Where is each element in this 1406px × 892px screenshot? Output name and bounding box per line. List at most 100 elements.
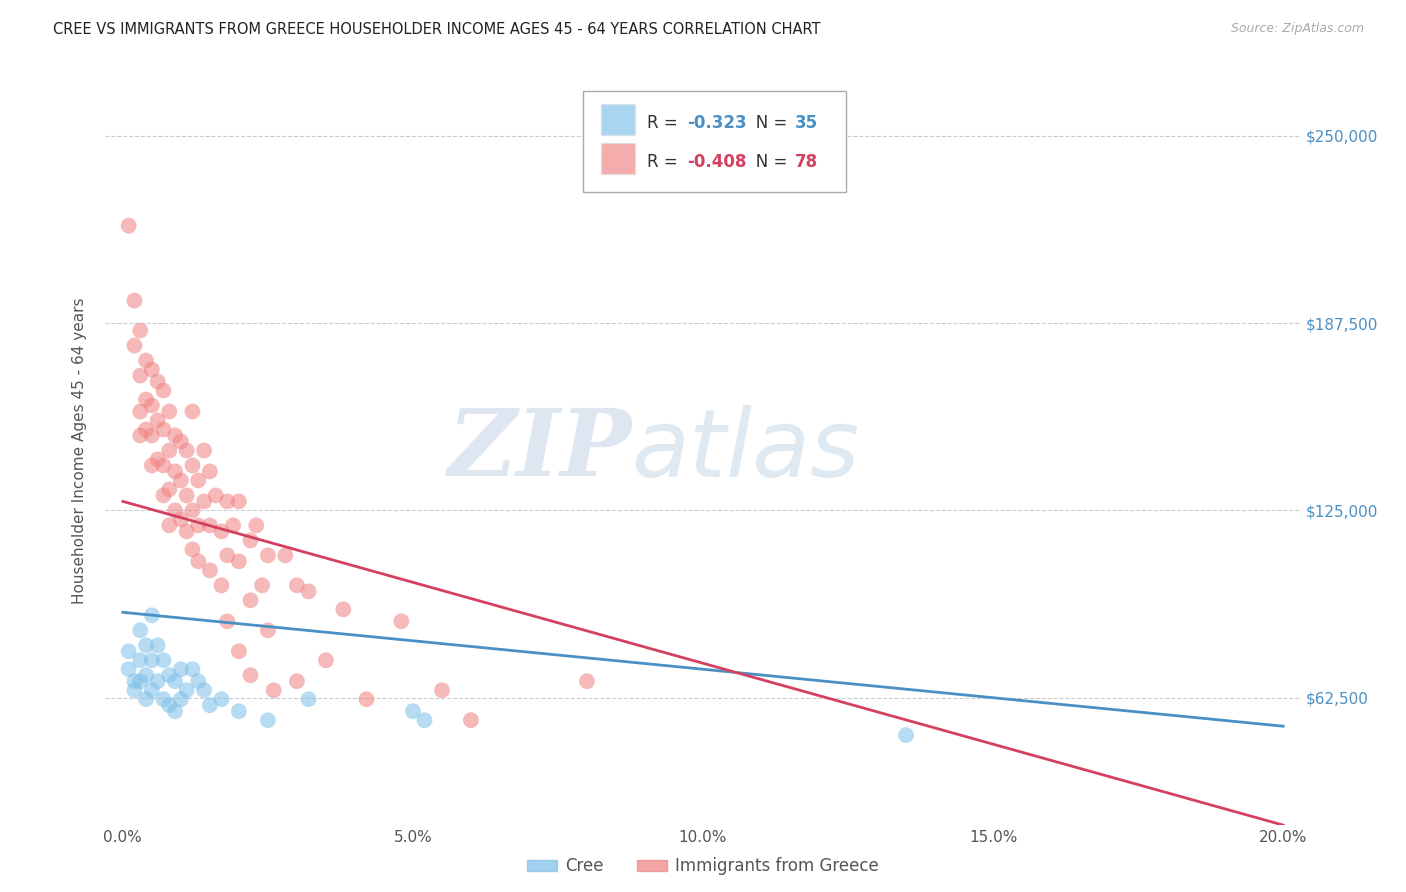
Point (118, 662, 141, 676)
Point (135, 638, 157, 652)
Point (157, 483, 180, 497)
Text: CREE VS IMMIGRANTS FROM GREECE HOUSEHOLDER INCOME AGES 45 - 64 YEARS CORRELATION: CREE VS IMMIGRANTS FROM GREECE HOUSEHOLD… (53, 22, 821, 37)
Point (297, 584, 319, 599)
Text: -0.323: -0.323 (688, 114, 747, 132)
Text: 78: 78 (794, 153, 818, 171)
Point (228, 704, 250, 718)
Point (257, 713, 280, 727)
Point (124, 683, 146, 698)
Point (135, 668, 157, 682)
Point (332, 602, 354, 616)
Point (170, 692, 193, 706)
Point (141, 653, 163, 667)
Point (198, 563, 221, 577)
Point (170, 474, 193, 488)
Point (285, 674, 308, 689)
Point (146, 375, 169, 389)
Point (257, 549, 280, 563)
Point (181, 662, 204, 676)
Point (141, 399, 163, 413)
Point (141, 458, 163, 473)
Bar (602, 103, 636, 135)
Y-axis label: Householder Income Ages 45 - 64 years: Householder Income Ages 45 - 64 years (72, 297, 87, 604)
Point (124, 674, 146, 689)
Point (129, 428, 152, 442)
Point (239, 533, 262, 548)
Point (222, 518, 245, 533)
Point (389, 615, 412, 629)
Point (176, 524, 198, 539)
Point (152, 488, 174, 502)
Point (187, 474, 209, 488)
Point (129, 368, 152, 383)
Point (356, 692, 378, 706)
Point (152, 384, 174, 398)
Point (1185, 854, 1208, 868)
Point (141, 362, 163, 376)
Point (165, 465, 187, 479)
Point (187, 554, 209, 568)
Point (157, 443, 180, 458)
Point (193, 443, 215, 458)
Point (118, 644, 141, 658)
Point (157, 404, 180, 418)
Point (152, 653, 174, 667)
Point (170, 434, 193, 449)
Point (430, 683, 453, 698)
Point (157, 518, 180, 533)
Point (315, 653, 337, 667)
Point (146, 413, 169, 427)
Point (187, 674, 209, 689)
Point (146, 638, 169, 652)
Point (176, 683, 198, 698)
Text: N =: N = (740, 153, 793, 171)
Text: R =: R = (647, 153, 683, 171)
Point (124, 293, 146, 308)
Point (211, 578, 233, 592)
Text: 35: 35 (794, 114, 818, 132)
Point (894, 728, 917, 742)
Point (245, 518, 267, 533)
Point (402, 704, 425, 718)
Point (211, 692, 233, 706)
Point (152, 692, 174, 706)
Point (135, 422, 157, 436)
Point (1040, 842, 1063, 856)
Point (170, 662, 193, 676)
Point (217, 615, 239, 629)
Point (181, 404, 204, 418)
Point (152, 458, 174, 473)
Point (165, 428, 187, 442)
Point (181, 458, 204, 473)
Point (129, 674, 152, 689)
Text: R =: R = (647, 114, 683, 132)
Text: atlas: atlas (631, 405, 859, 496)
Point (157, 668, 180, 682)
Point (297, 692, 319, 706)
Point (460, 713, 482, 727)
Point (129, 653, 152, 667)
Point (124, 338, 146, 352)
Point (198, 698, 221, 713)
Point (146, 452, 169, 467)
Text: ZIP: ZIP (447, 406, 631, 495)
Point (152, 422, 174, 436)
Point (176, 443, 198, 458)
Point (187, 518, 209, 533)
Point (217, 549, 239, 563)
Point (181, 503, 204, 517)
Point (170, 512, 193, 526)
Point (146, 674, 169, 689)
Point (157, 698, 180, 713)
Point (239, 668, 262, 682)
Point (165, 503, 187, 517)
Point (274, 549, 297, 563)
Point (165, 704, 187, 718)
Text: -0.408: -0.408 (688, 153, 747, 171)
Point (204, 488, 226, 502)
Point (211, 524, 233, 539)
Point (285, 578, 308, 592)
Point (263, 683, 285, 698)
Point (228, 494, 250, 508)
Point (228, 554, 250, 568)
